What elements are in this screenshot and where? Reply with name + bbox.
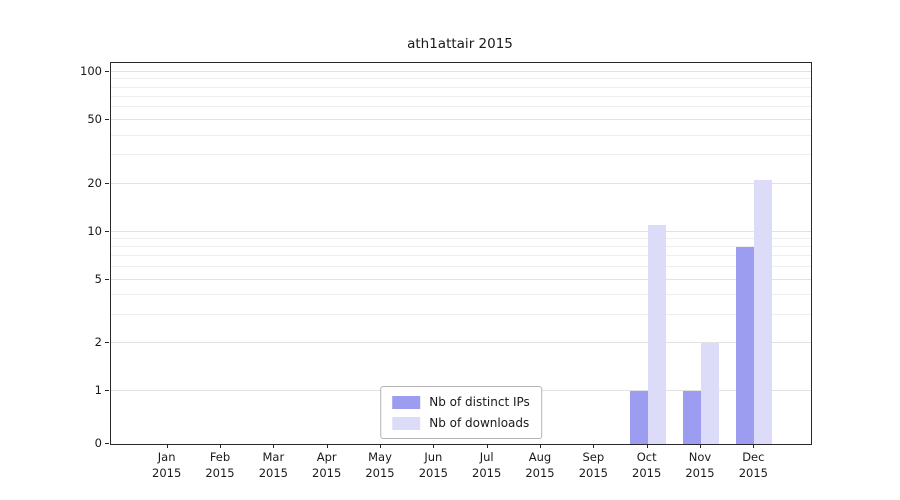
legend-label-downloads: Nb of downloads [429,416,530,430]
x-tick-year: 2015 [258,465,288,480]
x-tick-year: 2015 [418,465,448,480]
minor-gridline [111,255,811,257]
x-tick-year: 2015 [152,465,182,480]
minor-gridline [111,246,811,248]
x-tick-mark [646,444,648,448]
legend-swatch-downloads [392,416,421,430]
major-gridline [111,230,811,232]
x-tick-label: Oct 2015 [619,450,675,481]
x-tick-label: Jun 2015 [405,450,461,481]
legend-item: Nb of distinct IPs [392,395,530,409]
legend-item: Nb of downloads [392,416,530,430]
y-tick-mark [105,119,109,121]
x-tick-label: Mar 2015 [245,450,301,481]
major-gridline [111,278,811,280]
x-tick-month: Nov [688,450,712,464]
x-tick-year: 2015 [312,465,342,480]
x-tick-year: 2015 [365,465,395,480]
x-tick-month: Oct [636,450,657,464]
x-tick-label: Jan 2015 [139,450,195,481]
x-tick-year: 2015 [738,465,768,480]
minor-gridline [111,106,811,108]
minor-gridline [111,265,811,267]
x-tick-mark [166,444,168,448]
y-tick-label: 10 [87,223,102,238]
x-tick-month: Sep [582,450,605,464]
x-tick-mark [220,444,221,448]
y-tick-mark [105,71,109,73]
x-tick-year: 2015 [205,465,235,480]
minor-gridline [111,313,811,315]
minor-gridline [111,237,811,239]
y-tick-label: 100 [80,64,102,79]
x-tick-label: Apr 2015 [299,450,355,481]
x-tick-year: 2015 [578,465,608,480]
legend: Nb of distinct IPs Nb of downloads [380,386,542,439]
x-tick-month: Jan [157,450,176,464]
y-tick-mark [105,390,109,392]
x-tick-label: Feb 2015 [192,450,248,481]
minor-gridline [111,95,811,97]
x-tick-month: Mar [262,450,285,464]
y-tick-mark [105,230,109,232]
x-tick-month: Dec [742,450,765,464]
x-tick-mark [273,444,275,448]
x-tick-month: Aug [528,450,552,464]
y-tick-mark [105,278,109,280]
x-tick-year: 2015 [685,465,715,480]
x-tick-month: Feb [209,450,231,464]
major-gridline [111,342,811,344]
x-tick-label: Nov 2015 [672,450,728,481]
bar-downloads [701,343,719,444]
major-gridline [111,71,811,73]
bar-downloads [647,224,666,444]
x-tick-mark [380,444,381,448]
bar-downloads [754,180,773,444]
minor-gridline [111,134,811,136]
x-tick-mark [433,444,435,448]
y-tick-mark [105,443,109,444]
y-tick-label: 2 [94,335,102,350]
bar-distinct-ips [736,247,755,444]
x-tick-month: Jun [424,450,443,464]
y-tick-label: 50 [87,112,102,127]
minor-gridline [111,86,811,88]
legend-swatch-distinct-ips [392,395,421,409]
y-tick-label: 20 [87,175,102,190]
bar-distinct-ips [629,391,648,444]
bar-distinct-ips [683,391,701,444]
y-tick-label: 0 [94,436,102,450]
x-tick-year: 2015 [525,465,555,480]
x-tick-label: May 2015 [352,450,408,481]
y-tick-label: 5 [94,271,102,286]
x-tick-mark [700,444,701,448]
x-tick-label: Sep 2015 [565,450,621,481]
x-tick-year: 2015 [472,465,502,480]
x-tick-label: Jul 2015 [459,450,515,481]
x-tick-month: Apr [316,450,337,464]
x-tick-month: Jul [479,450,494,464]
minor-gridline [111,294,811,296]
minor-gridline [111,154,811,156]
chart-title: ath1attair 2015 [407,36,513,52]
x-tick-label: Dec 2015 [725,450,781,481]
y-tick-mark [105,182,109,184]
legend-label-distinct-ips: Nb of distinct IPs [429,395,530,409]
y-tick-label: 1 [94,383,102,398]
major-gridline [111,119,811,121]
x-tick-mark [753,444,755,448]
x-tick-mark [593,444,595,448]
x-tick-mark [486,444,488,448]
minor-gridline [111,78,811,80]
x-tick-month: May [368,450,392,464]
x-tick-year: 2015 [632,465,662,480]
major-gridline [111,182,811,184]
y-tick-mark [105,342,109,344]
x-tick-label: Aug 2015 [512,450,568,481]
x-tick-mark [326,444,328,448]
x-tick-mark [540,444,541,448]
plot-area: Nb of distinct IPs Nb of downloads [110,62,812,445]
